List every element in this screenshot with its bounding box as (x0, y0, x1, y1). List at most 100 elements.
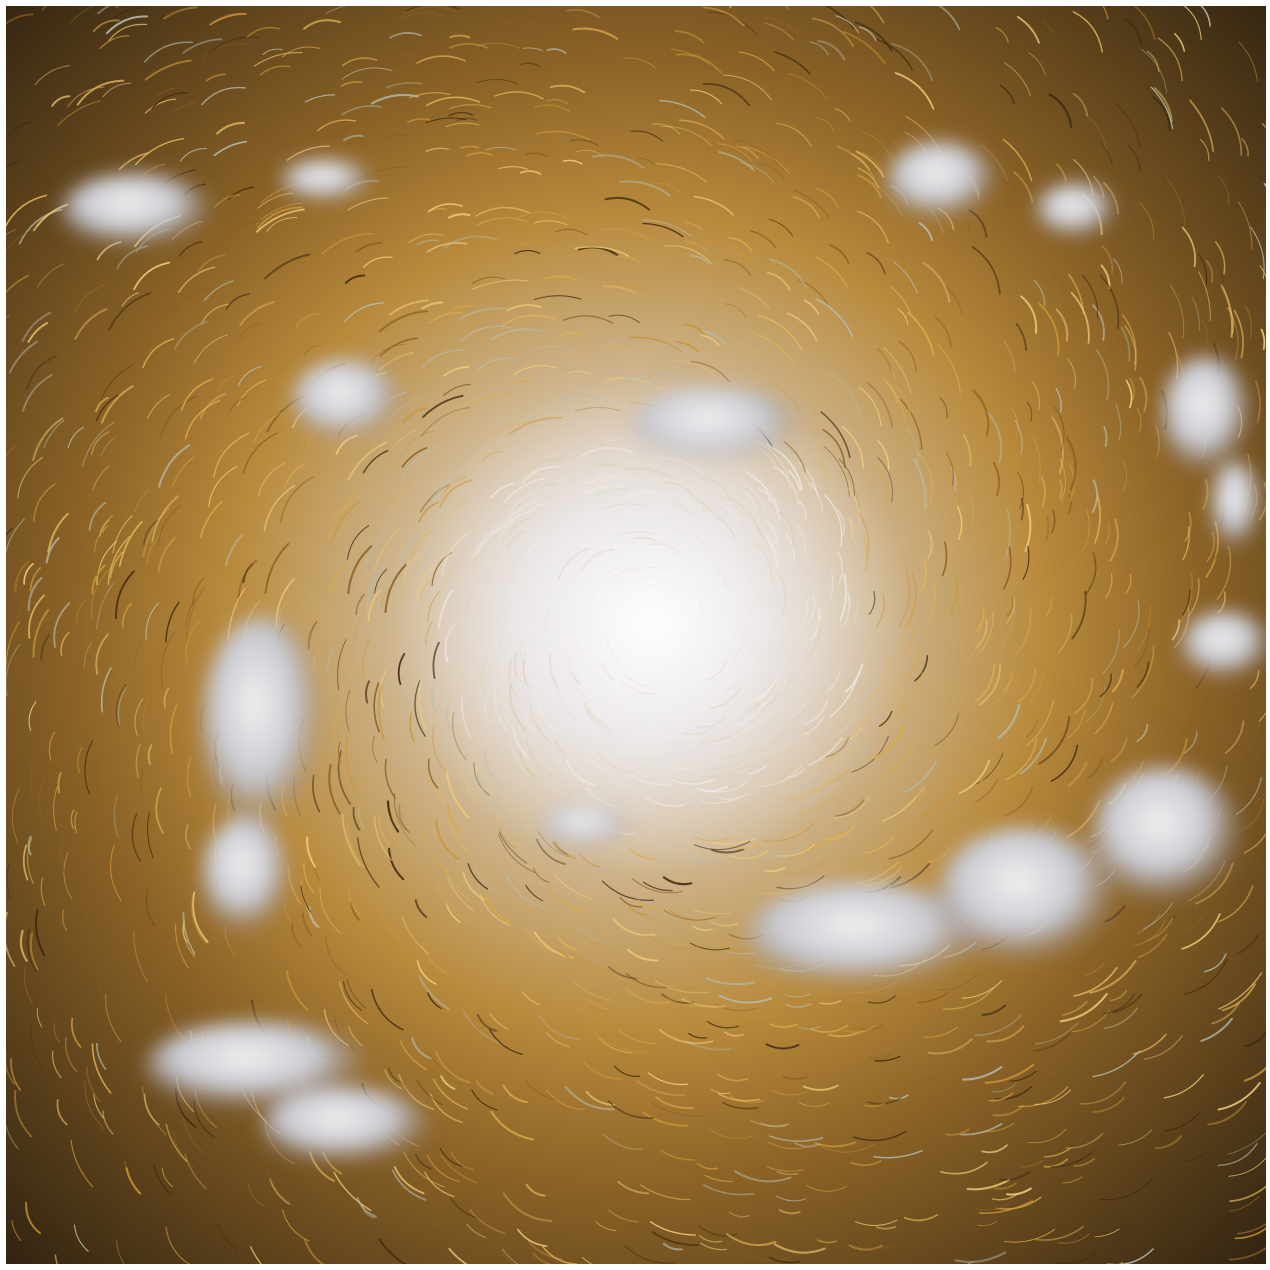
grass-stroke (655, 163, 707, 183)
grass-stroke (1059, 458, 1066, 502)
grass-stroke (861, 131, 892, 160)
grass-stroke (1027, 1128, 1067, 1144)
grass-stroke (1099, 673, 1113, 698)
grass-stroke (607, 1100, 655, 1119)
grass-stroke (546, 48, 567, 55)
grass-stroke (53, 1023, 61, 1043)
grass-stroke (378, 816, 390, 846)
grass-stroke (683, 239, 707, 252)
grass-stroke (499, 8, 542, 18)
grass-stroke (524, 1080, 556, 1101)
grass-stroke (357, 837, 380, 888)
grass-stroke (722, 1101, 759, 1110)
grass-stroke (253, 412, 284, 443)
grass-stroke (43, 419, 65, 449)
grass-stroke (974, 1200, 1013, 1211)
grass-stroke (1103, 181, 1119, 215)
grass-stroke (374, 568, 388, 594)
grass-stroke (95, 394, 119, 422)
grass-stroke (113, 6, 144, 20)
grass-stroke (922, 261, 951, 304)
cloud (1091, 766, 1241, 906)
grass-stroke (1205, 260, 1214, 284)
grass-stroke (1086, 757, 1104, 780)
center-glow (396, 376, 916, 876)
grass-stroke (426, 1154, 461, 1183)
grass-stroke (921, 779, 962, 818)
grass-stroke (143, 41, 194, 63)
grass-stroke (553, 873, 593, 900)
grass-stroke (144, 59, 192, 81)
grass-stroke (1044, 515, 1050, 543)
cloud (261, 1086, 431, 1166)
grass-stroke (1139, 376, 1148, 412)
grass-stroke (408, 233, 444, 244)
grass-stroke (1191, 296, 1200, 332)
grass-stroke (968, 492, 975, 526)
grass-stroke (344, 274, 366, 285)
grass-stroke (928, 847, 951, 863)
grass-stroke (77, 746, 83, 774)
grass-stroke (367, 589, 382, 622)
grass-stroke (1043, 1158, 1069, 1168)
grass-stroke (937, 6, 961, 31)
grass-stroke (303, 344, 320, 356)
grass-stroke (1035, 1022, 1079, 1045)
grass-stroke (1150, 86, 1174, 129)
grass-stroke (876, 38, 913, 71)
grass-stroke (631, 878, 683, 894)
grass-stroke (466, 1223, 487, 1239)
grass-stroke (825, 6, 855, 29)
grass-stroke (739, 161, 775, 183)
grass-stroke (1006, 1187, 1032, 1196)
grass-stroke (84, 1081, 105, 1130)
grass-stroke (979, 1199, 1034, 1214)
grass-stroke (1228, 1246, 1266, 1261)
grass-stroke (70, 1139, 94, 1188)
grass-stroke (877, 348, 892, 372)
grass-stroke (749, 230, 777, 249)
grass-stroke (979, 405, 988, 430)
grass-stroke (1005, 738, 1038, 781)
grass-stroke (414, 899, 428, 918)
grass-stroke (738, 1249, 790, 1262)
grass-stroke (208, 465, 238, 508)
grass-stroke (169, 703, 178, 755)
grass-stroke (1102, 325, 1112, 357)
grass-stroke (640, 1184, 691, 1201)
grass-stroke (527, 1240, 563, 1261)
grass-stroke (987, 412, 1003, 464)
grass-stroke (163, 6, 198, 20)
grass-stroke (163, 687, 170, 708)
grass-stroke (1199, 139, 1210, 161)
grass-stroke (427, 1051, 455, 1078)
grass-stroke (757, 314, 803, 351)
grass-stroke (117, 687, 127, 726)
grass-stroke (642, 1111, 689, 1127)
grass-stroke (521, 240, 558, 247)
grass-stroke (1183, 6, 1202, 41)
grass-stroke (224, 534, 244, 567)
grass-stroke (1084, 962, 1105, 976)
grass-stroke (95, 1042, 107, 1070)
grass-stroke (108, 292, 152, 331)
grass-stroke (703, 6, 745, 27)
grass-stroke (1066, 358, 1076, 390)
cloud (281, 159, 371, 203)
grass-stroke (56, 1098, 68, 1126)
grass-stroke (1136, 661, 1150, 688)
grass-stroke (180, 378, 213, 411)
grass-stroke (505, 18, 543, 28)
grass-stroke (782, 1075, 808, 1080)
grass-stroke (883, 347, 912, 394)
grass-stroke (1100, 142, 1113, 167)
grass-stroke (389, 32, 423, 39)
grass-stroke (1250, 226, 1265, 280)
grass-stroke (681, 998, 726, 1008)
grass-stroke (864, 837, 894, 854)
grass-stroke (6, 518, 25, 554)
grass-stroke (370, 988, 404, 1031)
grass-stroke (337, 742, 342, 764)
grass-stroke (842, 30, 886, 65)
grass-stroke (185, 619, 201, 666)
